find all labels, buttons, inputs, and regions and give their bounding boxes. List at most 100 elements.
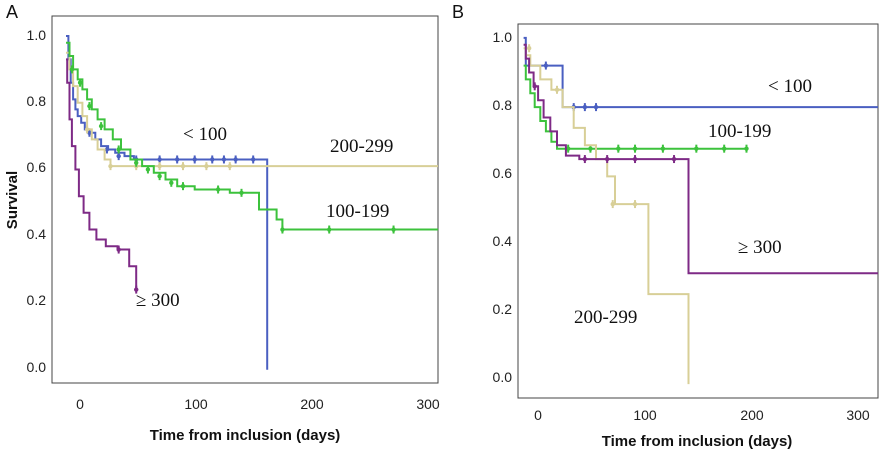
panel-a-censor-dot-100-199 bbox=[280, 227, 285, 232]
panel-a-censor-dot-100-199 bbox=[69, 67, 75, 72]
panel-a-series bbox=[66, 35, 438, 370]
panel-a-censor-dot-200-299 bbox=[180, 163, 186, 169]
panel-a-censor-dot-lt-100 bbox=[157, 157, 162, 162]
panel-b-label-200-299: 200-299 bbox=[574, 307, 637, 328]
panel-b-series bbox=[523, 36, 878, 385]
panel-a-censor-dot-ge-300 bbox=[116, 247, 121, 252]
panel-b-y-tick: 0.6 bbox=[493, 165, 513, 181]
panel-a-y-axis-title: Survival bbox=[4, 171, 21, 229]
panel-b: B Time from inclusion (days) 0 100 200 3… bbox=[452, 2, 879, 450]
panel-b-censor-dot-100-199 bbox=[616, 146, 621, 151]
panel-b-censor-dot-200-299 bbox=[526, 46, 532, 51]
panel-a-censor-dot-100-199 bbox=[169, 180, 174, 186]
panel-a-x-tick: 200 bbox=[300, 396, 324, 412]
panel-b-y-tick: 0.4 bbox=[493, 233, 513, 249]
panel-a: A Time from inclusion (days) Survival 0 … bbox=[4, 2, 440, 444]
panel-b-label-lt100: < 100 bbox=[768, 76, 812, 97]
panel-a-censor-dot-100-199 bbox=[116, 147, 121, 152]
panel-b-curve-ge-300 bbox=[523, 43, 878, 275]
panel-b-censor-dot-200-299 bbox=[632, 201, 638, 207]
panel-a-y-tick: 0.8 bbox=[27, 93, 47, 109]
panel-a-y-tick: 0.0 bbox=[27, 359, 47, 375]
panel-b-y-tick: 0.8 bbox=[493, 97, 513, 113]
panel-a-censor-dot-100-199 bbox=[215, 187, 221, 192]
panel-a-y-tick: 0.6 bbox=[27, 159, 47, 175]
panel-b-censor-dot-lt-100 bbox=[543, 63, 549, 68]
panel-b-label-100-199: 100-199 bbox=[708, 121, 771, 142]
panel-a-censor-dot-lt-100 bbox=[192, 157, 197, 162]
panel-a-y-tick: 0.2 bbox=[27, 292, 47, 308]
panel-b-censor-dot-ge-300 bbox=[532, 84, 537, 89]
panel-a-curve-100-199 bbox=[66, 41, 438, 231]
panel-b-y-tick: 0.0 bbox=[493, 369, 513, 385]
panel-a-y-tick: 0.4 bbox=[27, 226, 47, 242]
panel-a-label-200-299: 200-299 bbox=[330, 136, 393, 157]
panel-a-x-tick: 300 bbox=[416, 396, 440, 412]
panel-b-censor-dot-100-199 bbox=[588, 146, 593, 151]
panel-b-x-tick: 300 bbox=[846, 407, 870, 423]
panel-a-x-tick: 0 bbox=[76, 396, 84, 412]
panel-a-curve-lt-100 bbox=[66, 35, 269, 370]
panel-b-x-tick: 200 bbox=[740, 407, 764, 423]
panel-b-censor-dot-100-199 bbox=[694, 146, 699, 151]
panel-b-y-tick: 1.0 bbox=[493, 29, 513, 45]
panel-b-censor-dot-100-199 bbox=[660, 146, 666, 151]
panel-a-censor-dot-ge-300 bbox=[134, 287, 139, 292]
panel-b-frame bbox=[517, 23, 879, 399]
panel-a-label-ge300: ≥ 300 bbox=[136, 290, 180, 311]
panel-a-censor-dot-200-299 bbox=[227, 163, 232, 169]
panel-b-curve-lt-100 bbox=[523, 36, 878, 109]
panel-a-censor-dot-100-199 bbox=[239, 190, 244, 196]
panel-a-censor-dot-100-199 bbox=[77, 80, 83, 85]
panel-a-frame bbox=[51, 15, 439, 384]
panel-b-censor-dot-ge-300 bbox=[671, 156, 677, 162]
panel-b-censor-dot-200-299 bbox=[610, 201, 615, 207]
panel-a-censor-dot-100-199 bbox=[134, 160, 139, 165]
panel-b-x-tick: 0 bbox=[534, 407, 542, 423]
panel-a-censor-dot-200-299 bbox=[157, 163, 162, 169]
panel-a-censor-dot-100-199 bbox=[87, 103, 92, 109]
panel-b-letter: B bbox=[452, 2, 464, 22]
panel-a-label-100-199: 100-199 bbox=[326, 201, 389, 222]
panel-a-censor-dot-lt-100 bbox=[174, 157, 180, 162]
panel-a-censor-dot-lt-100 bbox=[87, 130, 92, 135]
panel-b-censor-dot-100-199 bbox=[744, 146, 749, 151]
panel-a-censor-dot-100-199 bbox=[145, 167, 151, 172]
panel-b-curve-200-299 bbox=[523, 47, 690, 385]
panel-a-censor-dot-100-199 bbox=[180, 183, 186, 189]
panel-b-censor-dot-100-199 bbox=[632, 146, 638, 151]
panel-b-label-ge300: ≥ 300 bbox=[738, 237, 782, 258]
panel-a-censor-dot-lt-100 bbox=[221, 157, 227, 162]
panel-a-censor-dot-100-199 bbox=[327, 227, 332, 232]
panel-a-letter: A bbox=[6, 2, 18, 22]
panel-b-censor-dot-100-199 bbox=[565, 146, 571, 151]
panel-b-censor-dot-200-299 bbox=[554, 87, 560, 92]
panel-b-censor-dot-ge-300 bbox=[632, 156, 638, 162]
panel-a-y-ticks: 0.0 0.2 0.4 0.6 0.8 1.0 bbox=[27, 27, 47, 375]
panel-b-censor-dot-lt-100 bbox=[593, 104, 599, 110]
panel-b-censor-dot-100-199 bbox=[721, 146, 727, 151]
panel-a-censor-dot-200-299 bbox=[108, 163, 113, 169]
panel-b-y-ticks: 0.0 0.2 0.4 0.6 0.8 1.0 bbox=[493, 29, 513, 385]
panel-a-x-ticks: 0 100 200 300 bbox=[76, 396, 440, 412]
panel-b-x-ticks: 0 100 200 300 bbox=[534, 407, 870, 423]
panel-b-y-tick: 0.2 bbox=[493, 301, 513, 317]
panel-a-censor-dot-100-199 bbox=[391, 227, 396, 232]
panel-a-censor-dot-lt-100 bbox=[233, 157, 238, 162]
panel-b-x-axis-title: Time from inclusion (days) bbox=[602, 433, 793, 450]
panel-b-censor-dot-ge-300 bbox=[582, 156, 588, 162]
panel-a-x-axis-title: Time from inclusion (days) bbox=[150, 427, 341, 444]
panel-a-censor-dot-lt-100 bbox=[250, 157, 256, 162]
panel-a-x-tick: 100 bbox=[184, 396, 208, 412]
panel-b-censor-dot-ge-300 bbox=[604, 156, 610, 162]
panel-b-x-tick: 100 bbox=[633, 407, 657, 423]
panel-a-censor-dot-200-299 bbox=[84, 127, 90, 132]
panel-a-censor-dot-100-199 bbox=[157, 173, 162, 179]
panel-b-censor-dot-lt-100 bbox=[582, 104, 588, 110]
panel-a-censor-dot-100-199 bbox=[98, 123, 104, 129]
panel-a-label-lt100: < 100 bbox=[183, 124, 227, 145]
panel-a-censor-dot-lt-100 bbox=[116, 153, 121, 159]
panel-a-censor-dot-200-299 bbox=[204, 163, 209, 169]
panel-a-censor-dot-lt-100 bbox=[210, 157, 215, 162]
